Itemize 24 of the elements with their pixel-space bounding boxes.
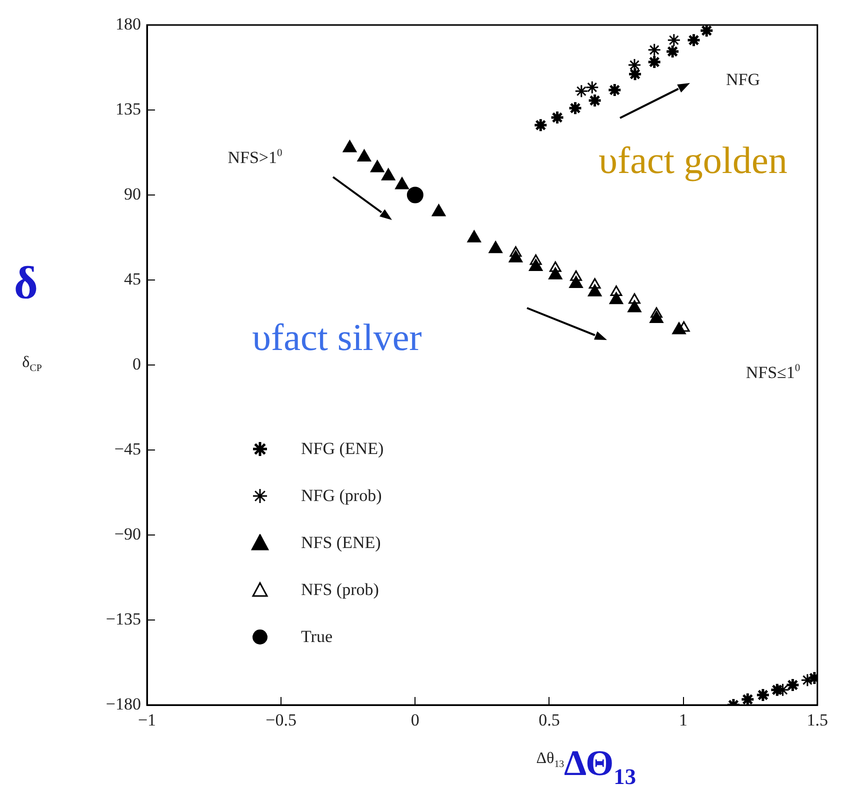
x-tick-label: 0.5 — [538, 710, 560, 730]
y-tick-label: 180 — [116, 14, 141, 34]
y-tick-label: −135 — [106, 609, 141, 628]
y-tick-label: −45 — [114, 439, 141, 458]
annotation: NFG — [726, 70, 760, 89]
y-tick-label: 90 — [124, 184, 141, 204]
legend-label: NFS (ENE) — [301, 532, 381, 554]
y-tick-label: 135 — [116, 99, 141, 118]
x-tick-label: 1.5 — [806, 710, 828, 730]
text: δ — [14, 257, 38, 308]
x-tick-label: 0 — [410, 710, 420, 730]
x-tick-label: −0.5 — [266, 710, 296, 730]
y-tick-label: 45 — [124, 269, 141, 288]
legend-label: True — [301, 626, 332, 648]
legend-label: NFG (ENE) — [301, 438, 384, 460]
y-tick-label: 0 — [132, 354, 141, 374]
annotation: υfact golden — [598, 140, 788, 182]
y-tick-label: −180 — [106, 694, 141, 714]
annotation: υfact silver — [252, 317, 422, 359]
y-tick-label: −90 — [114, 524, 141, 544]
x-tick-label: 1 — [679, 710, 688, 730]
x-tick-label: −1 — [138, 710, 156, 730]
legend-label: NFS (prob) — [301, 579, 379, 601]
legend-label: NFG (prob) — [301, 485, 382, 507]
